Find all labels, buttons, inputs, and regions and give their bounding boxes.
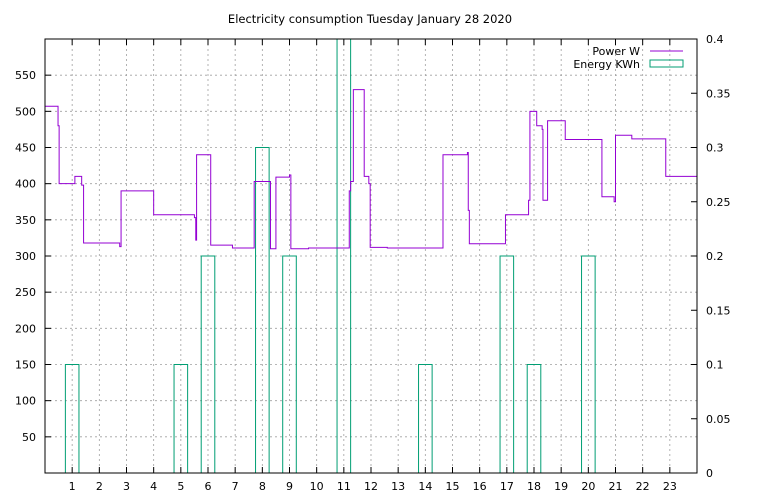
x-tick-label: 6 [205, 480, 212, 493]
x-tick-label: 1 [69, 480, 76, 493]
x-tick-label: 20 [581, 480, 595, 493]
x-tick-label: 2 [96, 480, 103, 493]
legend-swatch-energy [649, 59, 684, 68]
y-left-tick-label: 250 [15, 286, 36, 299]
y-left-tick-label: 400 [15, 178, 36, 191]
y-left-tick-label: 550 [15, 69, 36, 82]
y-right-tick-label: 0.15 [706, 304, 731, 317]
x-tick-label: 21 [609, 480, 623, 493]
y-left-tick-label: 450 [15, 142, 36, 155]
x-tick-label: 22 [636, 480, 650, 493]
y-right-tick-label: 0.05 [706, 413, 731, 426]
x-tick-label: 13 [391, 480, 405, 493]
x-tick-label: 23 [663, 480, 677, 493]
y-left-tick-label: 300 [15, 250, 36, 263]
x-tick-label: 16 [473, 480, 487, 493]
x-tick-label: 5 [177, 480, 184, 493]
y-right-tick-labels: 0 0.05 0.1 0.15 0.2 0.25 0.3 0.35 0.4 [706, 33, 731, 480]
x-tick-labels: 1 2 3 4 5 6 7 8 9 10 11 12 13 14 15 16 17 18 19 20 21 22 23 [69, 480, 677, 493]
x-tick-label: 11 [337, 480, 351, 493]
x-tick-label: 8 [259, 480, 266, 493]
y-left-tick-labels: 50 100 150 200 250 300 350 400 450 500 550 [15, 69, 36, 444]
x-tick-label: 17 [500, 480, 514, 493]
y-left-tick-label: 350 [15, 214, 36, 227]
y-left-tick-label: 200 [15, 322, 36, 335]
x-tick-label: 9 [286, 480, 293, 493]
power-line-group [45, 89, 697, 250]
x-tick-label: 4 [150, 480, 157, 493]
x-tick-label: 3 [123, 480, 130, 493]
y-right-tick-label: 0.1 [706, 359, 724, 372]
legend-label-power: Power W [592, 45, 640, 58]
x-tick-label: 10 [310, 480, 324, 493]
y-left-tick-label: 50 [22, 431, 36, 444]
x-tick-label: 18 [527, 480, 541, 493]
y-left-tick-label: 150 [15, 359, 36, 372]
y-left-tick-label: 100 [15, 395, 36, 408]
y-left-tick-label: 500 [15, 105, 36, 118]
axis-ticks [45, 38, 697, 474]
x-tick-label: 15 [446, 480, 460, 493]
y-right-tick-label: 0.2 [706, 250, 724, 263]
chart-title: Electricity consumption Tuesday January … [228, 12, 512, 26]
x-tick-label: 12 [364, 480, 378, 493]
y-right-tick-label: 0.25 [706, 196, 731, 209]
x-tick-label: 7 [232, 480, 239, 493]
y-right-tick-label: 0.3 [706, 142, 724, 155]
power-line [45, 89, 697, 250]
y-right-tick-label: 0.35 [706, 87, 731, 100]
legend: Power W Energy KWh [573, 45, 684, 71]
x-tick-label: 19 [554, 480, 568, 493]
grid-lines [45, 39, 697, 473]
x-tick-label: 14 [418, 480, 432, 493]
y-right-tick-label: 0 [706, 467, 713, 480]
legend-label-energy: Energy KWh [573, 58, 640, 71]
y-right-tick-label: 0.4 [706, 33, 724, 46]
